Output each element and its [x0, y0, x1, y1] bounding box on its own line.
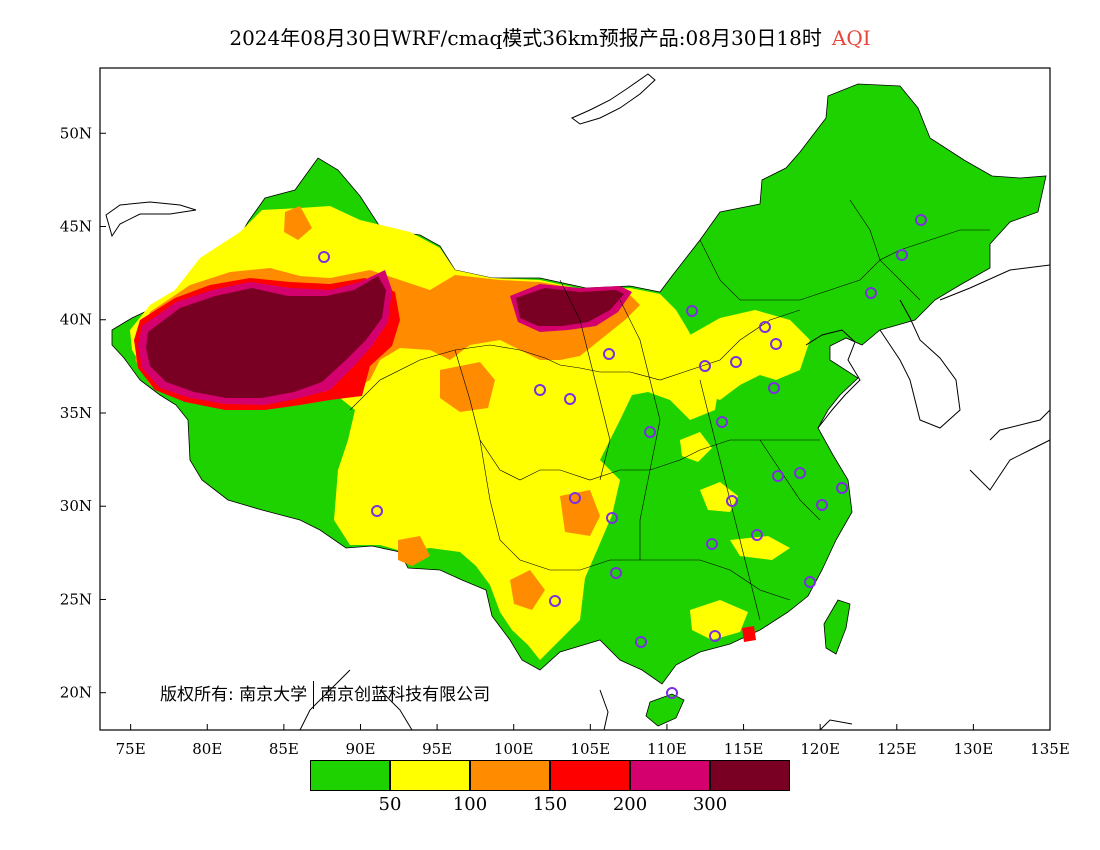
station-marker: [635, 636, 647, 648]
aqi-zone-sensitive-patch-5: [398, 536, 430, 566]
aqi-zone-unhealthy-patch: [742, 626, 756, 642]
station-marker: [564, 393, 576, 405]
station-marker: [915, 214, 927, 226]
title-variable: AQI: [831, 26, 871, 50]
longitude-tick-label: 80E: [192, 740, 222, 758]
credit-org-university: 南京大学: [239, 685, 308, 705]
aqi-zone-hazardous-alxa: [516, 288, 624, 326]
map-content: [105, 73, 1051, 731]
aqi-zone-moderate-patch-4: [680, 432, 712, 462]
station-marker: [716, 416, 728, 428]
station-marker: [549, 595, 561, 607]
longitude-tick-label: 135E: [1030, 740, 1070, 758]
station-marker: [768, 382, 780, 394]
legend-swatch: [390, 760, 470, 791]
legend-swatch: [630, 760, 710, 791]
longitude-tick-label: 110E: [647, 740, 687, 758]
latitude-axis: 50N 45N 40N 35N 30N 25N 20N: [60, 124, 106, 702]
legend-swatch: [470, 760, 550, 791]
station-marker: [644, 426, 656, 438]
latitude-tick-label: 35N: [60, 404, 92, 422]
legend-label: 300: [692, 794, 728, 815]
legend-swatch: [310, 760, 390, 791]
map-title: 2024年08月30日WRF/cmaq模式36km预报产品:08月30日18时 A…: [0, 22, 1100, 51]
coastline-bohai-yellow-sea: [805, 329, 861, 429]
longitude-tick-label: 85E: [269, 740, 299, 758]
longitude-tick-label: 130E: [954, 740, 994, 758]
station-marker: [726, 495, 738, 507]
station-marker: [534, 384, 546, 396]
latitude-tick-label: 20N: [60, 684, 92, 702]
coastline-korea-japan: [879, 264, 1051, 491]
station-marker: [603, 348, 615, 360]
province-borders: [349, 199, 990, 621]
longitude-tick-label: 75E: [116, 740, 146, 758]
copyright-credit: 版权所有: 南京大学 南京创蓝科技有限公司: [160, 680, 490, 709]
station-marker: [610, 567, 622, 579]
credit-separator: [313, 681, 315, 709]
latitude-tick-label: 50N: [60, 124, 92, 142]
legend-label: 200: [612, 794, 648, 815]
longitude-axis: 75E 80E 85E 90E 95E 100E 105E 110E 115E 120E 125E 1…: [116, 724, 1070, 758]
longitude-tick-label: 95E: [422, 740, 452, 758]
aqi-zone-hazardous-tarim: [146, 276, 386, 398]
station-marker: [318, 251, 330, 263]
longitude-tick-label: 100E: [494, 740, 534, 758]
station-marker: [371, 505, 383, 517]
station-marker: [896, 249, 908, 261]
aqi-zone-moderate-patch-3: [690, 600, 748, 640]
station-marker: [730, 356, 742, 368]
longitude-tick-label: 115E: [724, 740, 764, 758]
aqi-zone-sensitive-patch-3: [510, 570, 545, 610]
aqi-zone-sensitive-patch-4: [284, 206, 312, 240]
latitude-tick-label: 40N: [60, 311, 92, 329]
longitude-tick-label: 105E: [571, 740, 611, 758]
station-marker: [709, 630, 721, 642]
station-marker: [794, 467, 806, 479]
station-marker: [772, 470, 784, 482]
station-marker: [865, 287, 877, 299]
hainan-island: [645, 693, 685, 727]
lake-baikal-shoreline: [571, 73, 656, 125]
title-text: 2024年08月30日WRF/cmaq模式36km预报产品:08月30日18时: [229, 26, 822, 50]
station-marker: [759, 321, 771, 333]
station-marker: [804, 576, 816, 588]
aqi-zone-sensitive-patch-2: [560, 490, 600, 536]
coastline-south-asia: [299, 669, 853, 731]
longitude-tick-label: 125E: [877, 740, 917, 758]
station-marker: [706, 538, 718, 550]
aqi-zone-sensitive-patch-1: [440, 362, 495, 412]
station-marker: [770, 338, 782, 350]
legend-swatch: [550, 760, 630, 791]
taiwan-island: [823, 599, 851, 655]
station-marker: [686, 305, 698, 317]
aqi-zone-moderate-patch-2: [730, 536, 790, 560]
station-marker: [836, 482, 848, 494]
station-marker: [699, 360, 711, 372]
legend-label: 50: [378, 794, 402, 815]
legend-swatch: [710, 760, 790, 791]
station-marker: [606, 512, 618, 524]
credit-org-company: 南京创蓝科技有限公司: [320, 685, 491, 705]
latitude-tick-label: 30N: [60, 497, 92, 515]
legend-label: 150: [532, 794, 568, 815]
station-marker: [816, 499, 828, 511]
latitude-tick-label: 25N: [60, 590, 92, 608]
legend-label: 100: [452, 794, 488, 815]
map-frame-border: [99, 67, 1051, 731]
credit-label: 版权所有:: [160, 685, 234, 705]
station-marker: [569, 492, 581, 504]
latitude-tick-label: 45N: [60, 218, 92, 236]
longitude-tick-label: 120E: [800, 740, 840, 758]
station-marker: [666, 687, 678, 699]
caspian-aral-shoreline: [105, 201, 197, 238]
aqi-zone-moderate-north-china: [690, 310, 810, 400]
station-markers: [318, 214, 927, 699]
longitude-tick-label: 90E: [345, 740, 375, 758]
station-marker: [751, 529, 763, 541]
